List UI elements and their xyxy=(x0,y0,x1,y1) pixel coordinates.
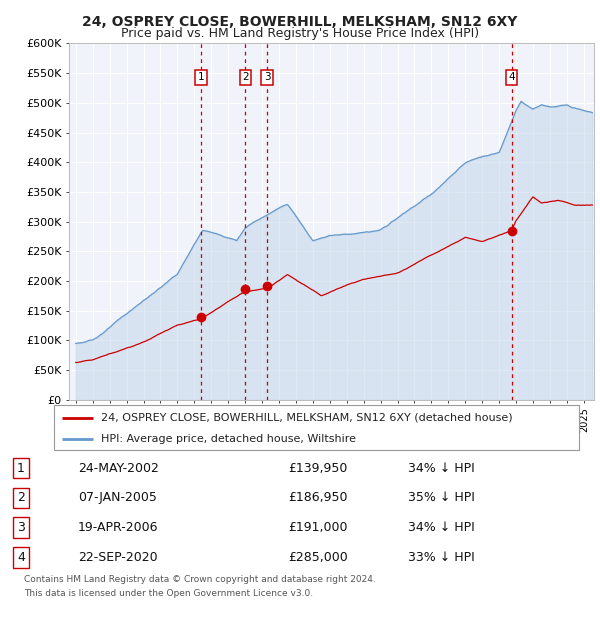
Text: £186,950: £186,950 xyxy=(288,492,347,504)
Text: £285,000: £285,000 xyxy=(288,551,348,564)
Text: Price paid vs. HM Land Registry's House Price Index (HPI): Price paid vs. HM Land Registry's House … xyxy=(121,27,479,40)
Text: 24, OSPREY CLOSE, BOWERHILL, MELKSHAM, SN12 6XY (detached house): 24, OSPREY CLOSE, BOWERHILL, MELKSHAM, S… xyxy=(101,412,513,423)
Text: 3: 3 xyxy=(264,73,271,82)
Text: 34% ↓ HPI: 34% ↓ HPI xyxy=(408,462,475,474)
FancyBboxPatch shape xyxy=(54,405,579,450)
Text: Contains HM Land Registry data © Crown copyright and database right 2024.: Contains HM Land Registry data © Crown c… xyxy=(24,575,376,585)
Text: 24-MAY-2002: 24-MAY-2002 xyxy=(78,462,159,474)
Text: 34% ↓ HPI: 34% ↓ HPI xyxy=(408,521,475,534)
Text: 4: 4 xyxy=(17,551,25,564)
Text: This data is licensed under the Open Government Licence v3.0.: This data is licensed under the Open Gov… xyxy=(24,589,313,598)
Text: HPI: Average price, detached house, Wiltshire: HPI: Average price, detached house, Wilt… xyxy=(101,434,356,444)
Text: £139,950: £139,950 xyxy=(288,462,347,474)
Text: 3: 3 xyxy=(17,521,25,534)
Text: 19-APR-2006: 19-APR-2006 xyxy=(78,521,158,534)
Text: 33% ↓ HPI: 33% ↓ HPI xyxy=(408,551,475,564)
Text: 35% ↓ HPI: 35% ↓ HPI xyxy=(408,492,475,504)
Text: 2: 2 xyxy=(17,492,25,504)
Text: £191,000: £191,000 xyxy=(288,521,347,534)
Text: 07-JAN-2005: 07-JAN-2005 xyxy=(78,492,157,504)
Text: 4: 4 xyxy=(508,73,515,82)
Text: 2: 2 xyxy=(242,73,249,82)
Text: 22-SEP-2020: 22-SEP-2020 xyxy=(78,551,158,564)
Text: 1: 1 xyxy=(197,73,204,82)
Text: 1: 1 xyxy=(17,462,25,474)
Text: 24, OSPREY CLOSE, BOWERHILL, MELKSHAM, SN12 6XY: 24, OSPREY CLOSE, BOWERHILL, MELKSHAM, S… xyxy=(82,16,518,30)
